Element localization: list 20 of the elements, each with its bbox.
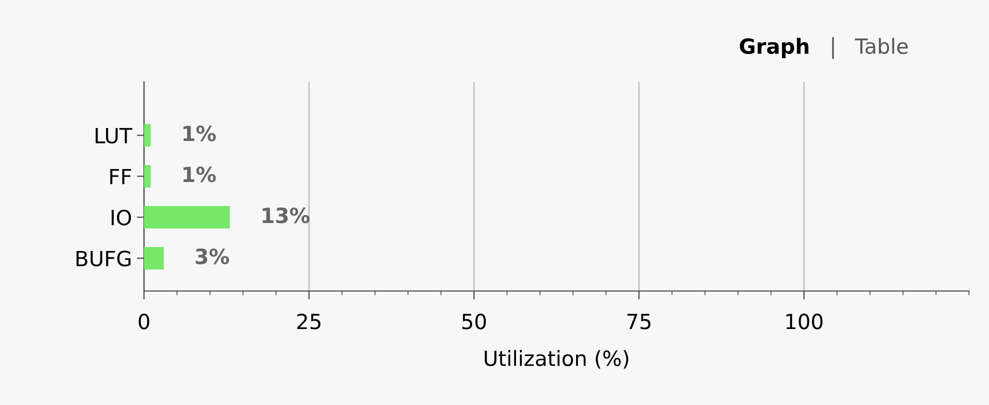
bar — [144, 246, 164, 270]
bar — [144, 206, 230, 229]
x-tick-label: 50 — [462, 314, 486, 330]
x-tick-label: 100 — [786, 314, 822, 330]
x-tick-label: 75 — [627, 314, 650, 330]
data-label: 1% — [184, 166, 216, 182]
text: Graph — [740, 38, 808, 58]
y-tick-label: IO — [112, 210, 132, 226]
data-label: 13% — [262, 208, 310, 224]
data-label: 3% — [196, 248, 230, 264]
y-tick-label: BUFG — [76, 250, 130, 266]
x-axis-title: Utilization (%) — [484, 350, 628, 369]
y-tick-label: FF — [110, 168, 131, 184]
text: Table — [854, 38, 908, 54]
y-tick-label: LUT — [96, 128, 132, 144]
x-tick-label: 0 — [138, 314, 150, 330]
data-label: 1% — [184, 126, 216, 142]
bar — [144, 164, 151, 188]
x-tick-label: 25 — [297, 314, 320, 330]
bar — [144, 124, 151, 147]
